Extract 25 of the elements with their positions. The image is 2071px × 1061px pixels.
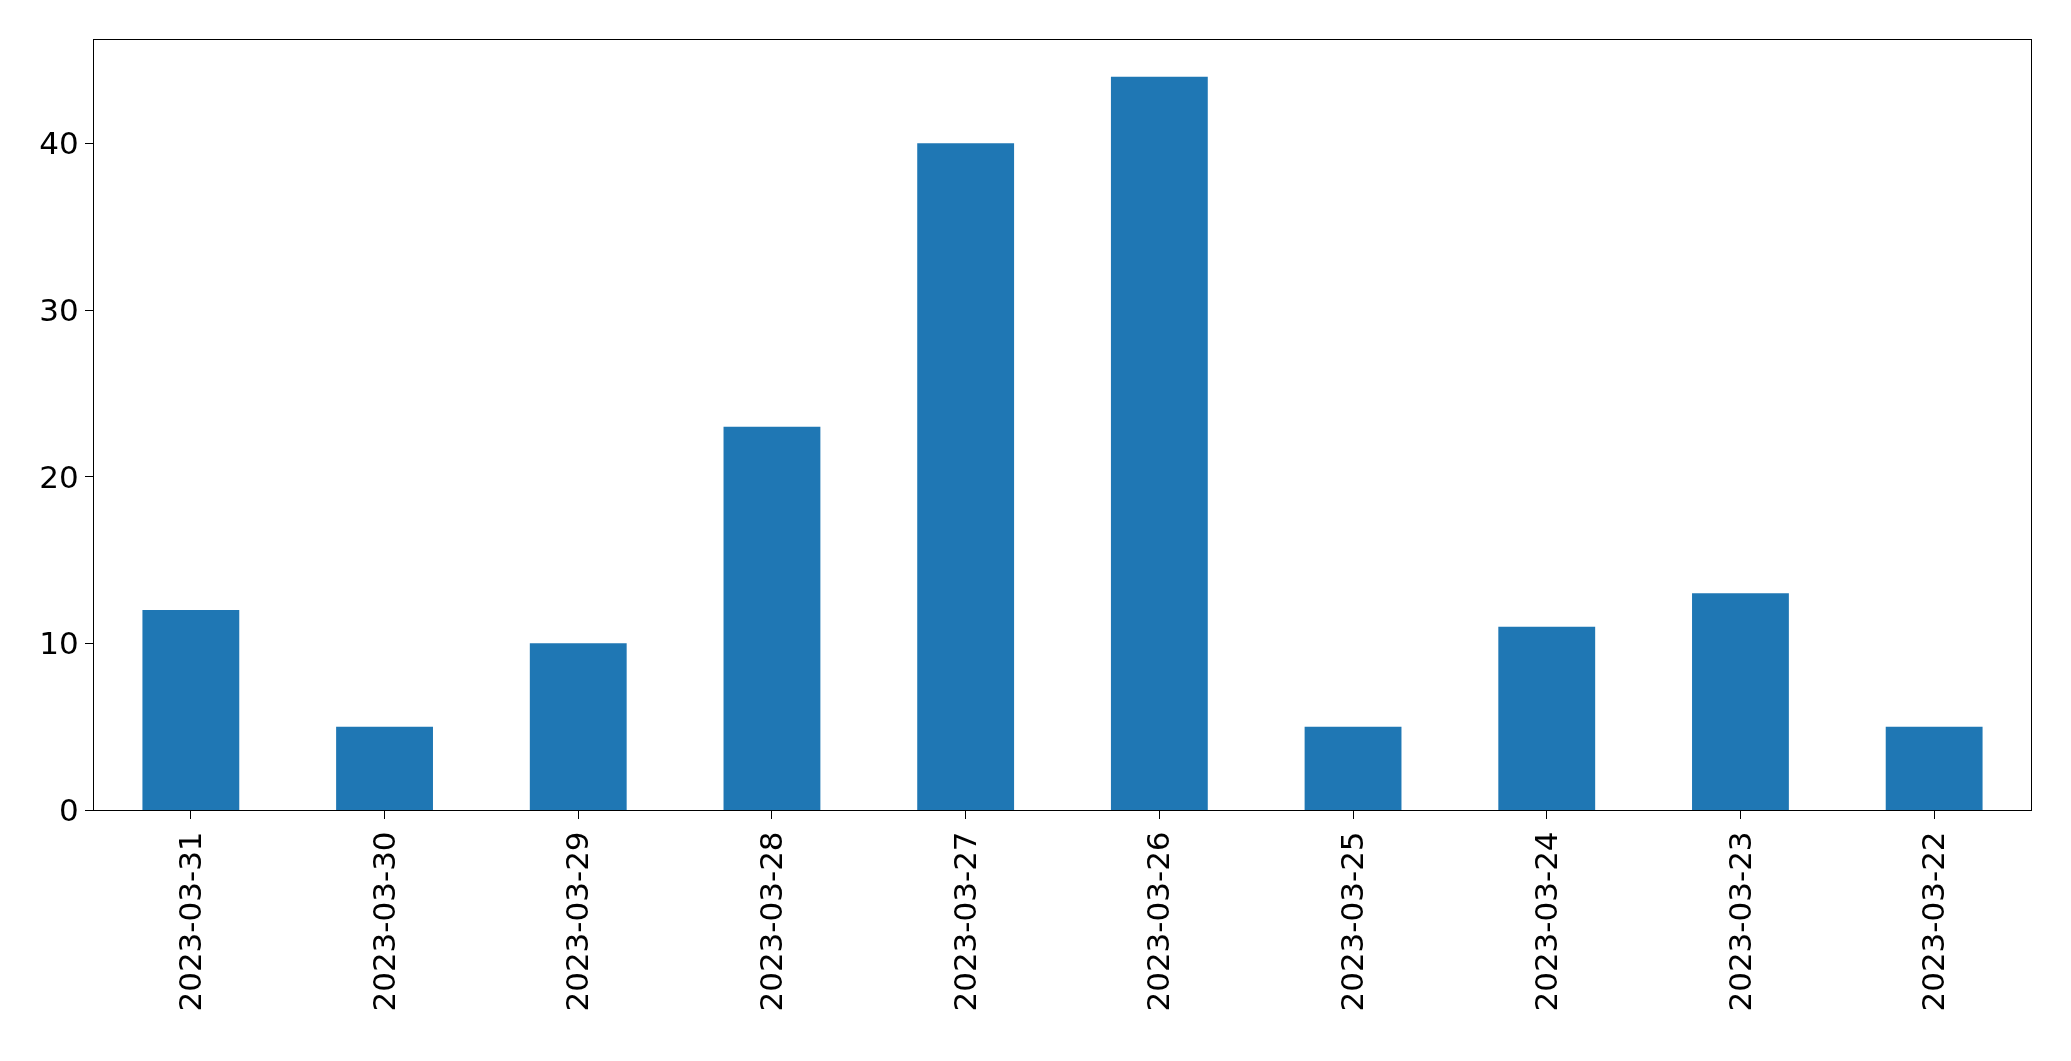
y-tick-label: 10 — [39, 625, 79, 662]
bar — [723, 426, 821, 810]
bar — [917, 143, 1015, 810]
y-tick-label: 40 — [39, 125, 79, 162]
y-tick-label: 0 — [59, 791, 79, 828]
x-tick-label: 2023-03-25 — [1334, 831, 1371, 1012]
x-tick-label: 2023-03-22 — [1915, 831, 1952, 1012]
bar — [1304, 726, 1402, 810]
bar — [1110, 76, 1208, 810]
x-tick-label: 2023-03-28 — [753, 831, 790, 1012]
y-tick-label: 20 — [39, 458, 79, 495]
bar — [336, 726, 433, 810]
x-tick-label: 2023-03-24 — [1527, 831, 1564, 1012]
x-tick-label: 2023-03-31 — [171, 831, 208, 1012]
x-tick-label: 2023-03-30 — [365, 831, 402, 1012]
bar — [529, 643, 627, 810]
y-tick-label: 30 — [39, 291, 79, 328]
bar — [142, 610, 240, 810]
bar — [1692, 593, 1789, 810]
x-tick-label: 2023-03-27 — [946, 831, 983, 1012]
bar — [1498, 626, 1596, 810]
x-tick-label: 2023-03-23 — [1721, 831, 1758, 1012]
x-tick-label: 2023-03-26 — [1140, 831, 1177, 1012]
bar — [1885, 726, 1983, 810]
x-tick-label: 2023-03-29 — [559, 831, 596, 1012]
